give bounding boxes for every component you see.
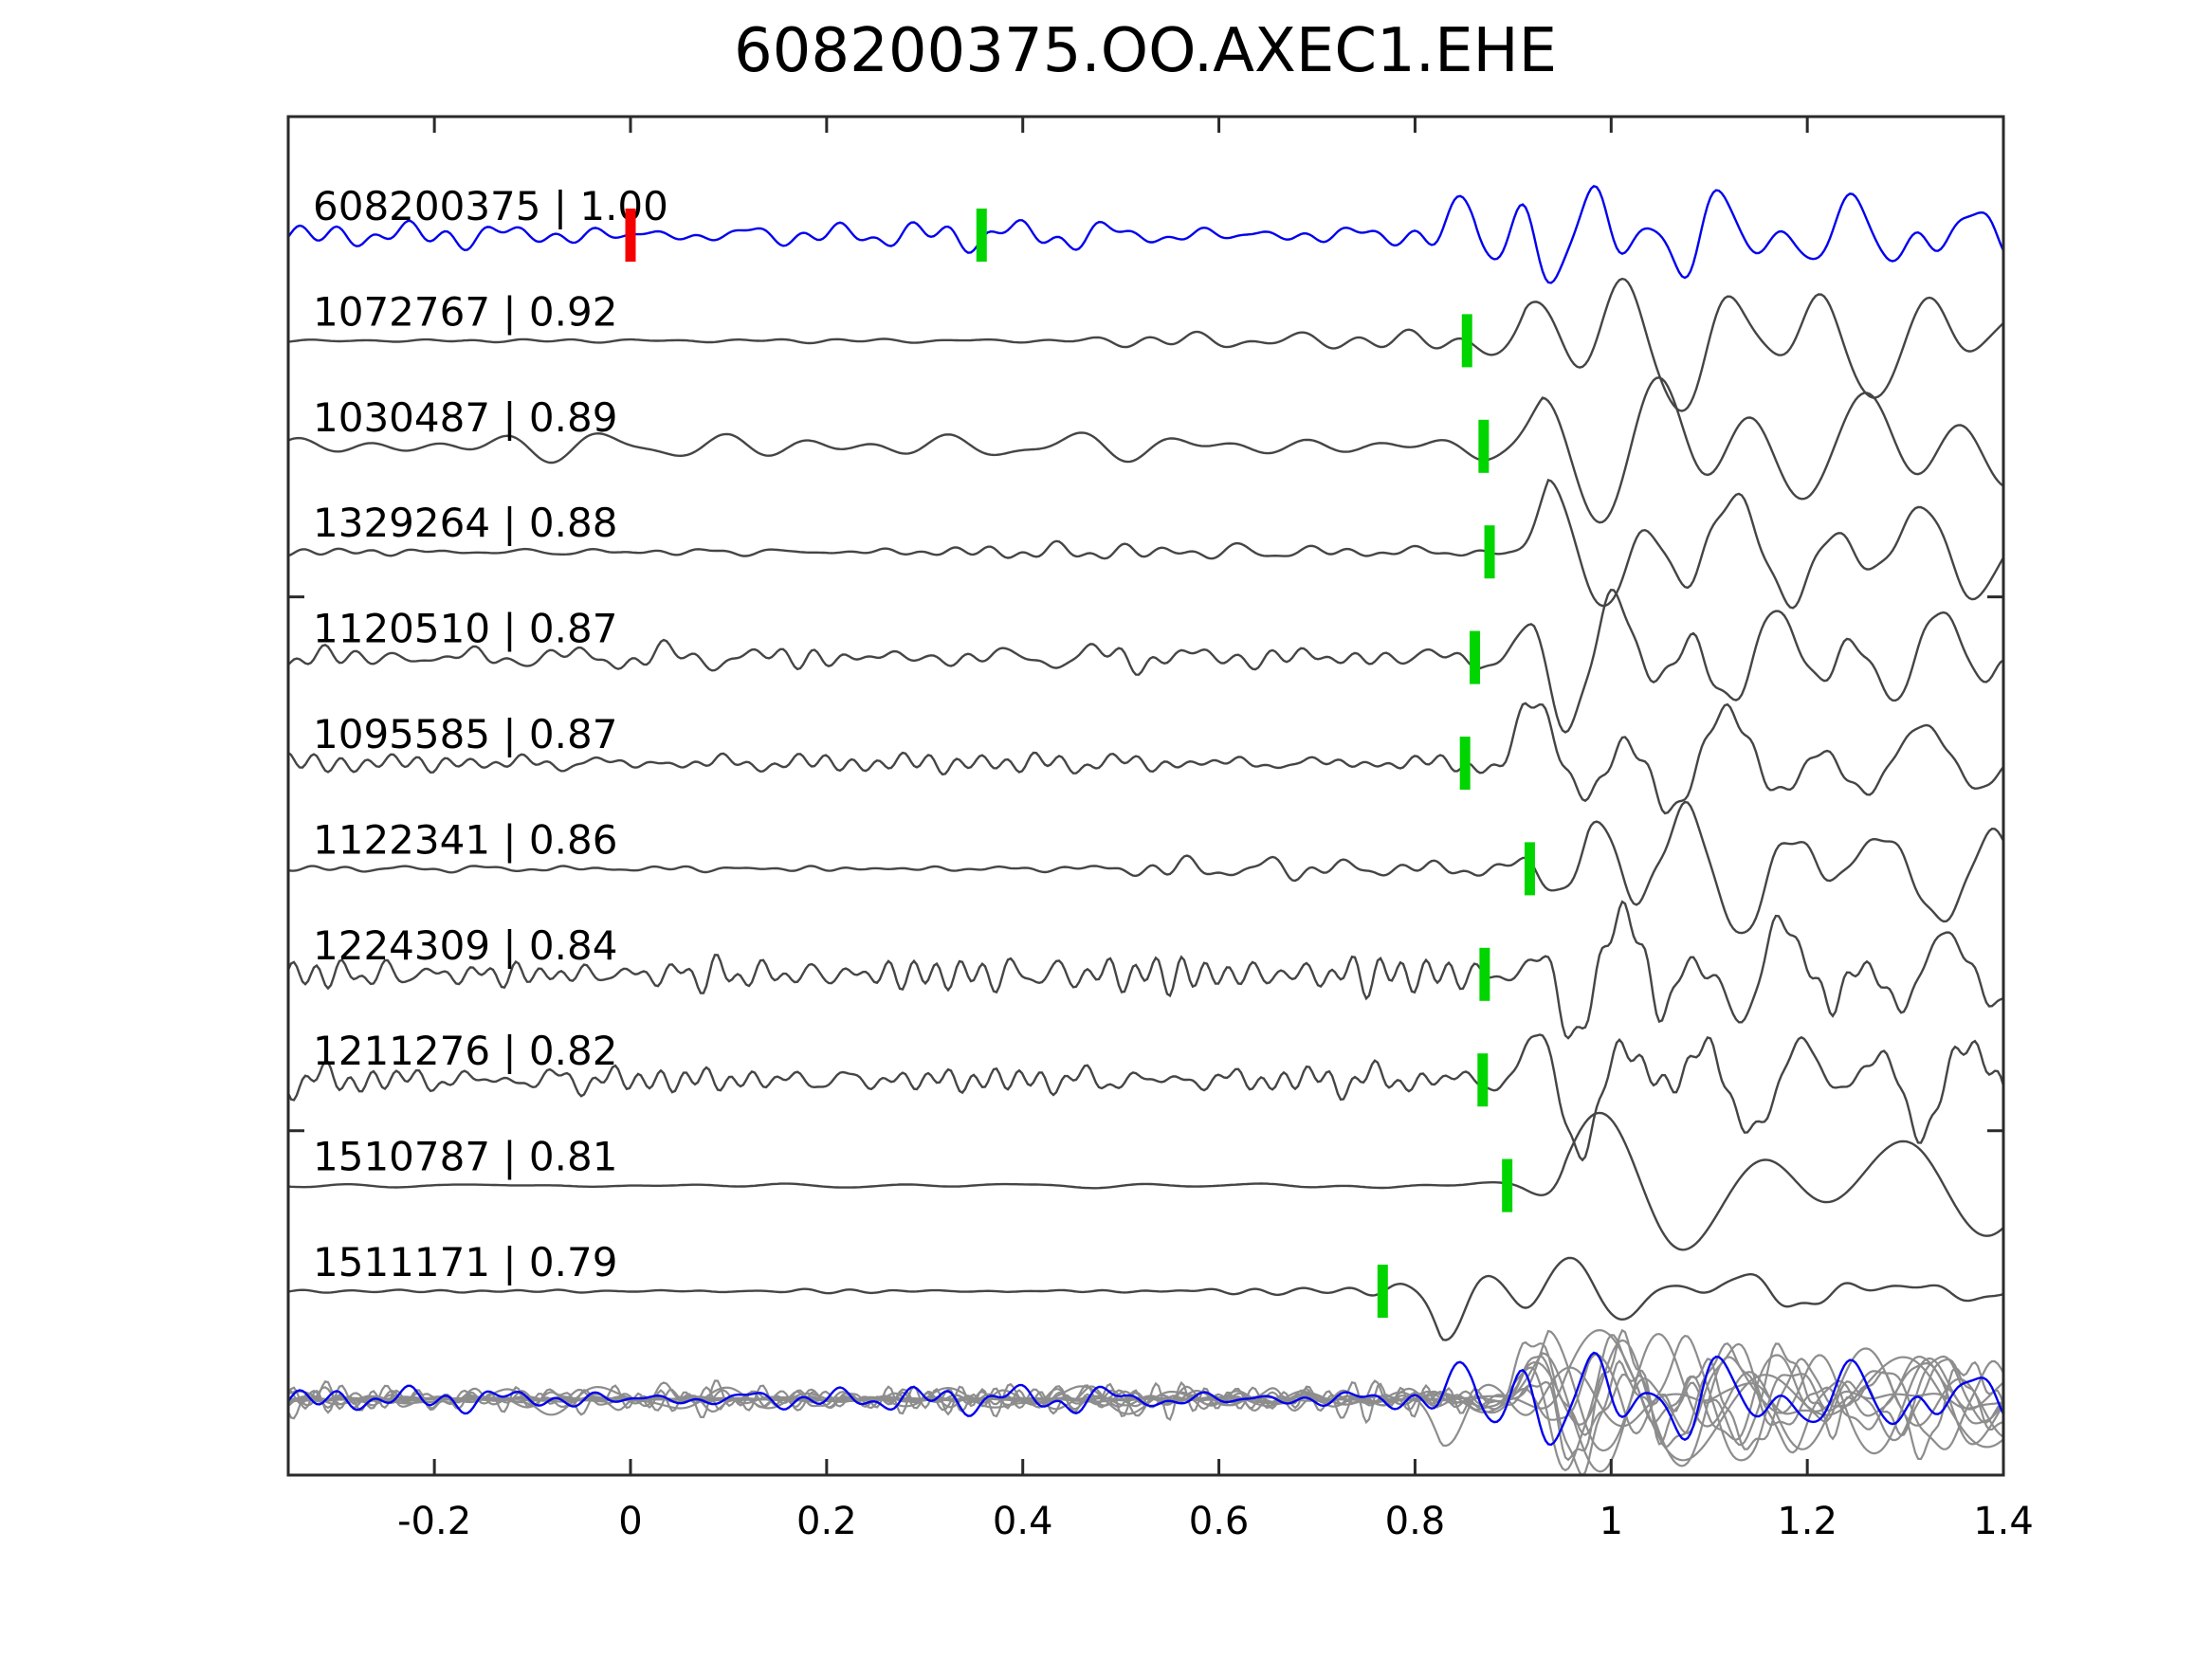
pick-marker: [1478, 419, 1490, 473]
trace-lines-group: [288, 185, 2003, 1341]
pick-marker: [1459, 737, 1471, 790]
pick-marker: [1479, 947, 1490, 1001]
match-trace-line: [288, 900, 2003, 1040]
overlay-match-trace-line: [288, 1339, 2003, 1468]
trace-label: 608200375 | 1.00: [313, 183, 668, 229]
x-tick-label: 0.6: [1189, 1500, 1250, 1543]
trace-label: 1224309 | 0.84: [313, 922, 617, 969]
trace-label: 1030487 | 0.89: [313, 394, 617, 441]
pick-markers-group: [625, 209, 1535, 1318]
x-tick-label: 1.2: [1777, 1500, 1837, 1543]
x-tick-label: -0.2: [397, 1500, 471, 1543]
plot-border: [286, 115, 2005, 1477]
match-trace-line: [288, 1033, 2003, 1162]
axes-group: -0.2 0 0.2 0.4 0.6 0.8 1 1.2 1.4: [286, 115, 2034, 1543]
pick-marker: [1377, 1265, 1388, 1318]
x-tick-label: 0.2: [796, 1500, 857, 1543]
trace-label: 1072767 | 0.92: [313, 288, 617, 335]
overlay-reference-trace-line: [288, 1351, 2003, 1447]
match-trace-line: [288, 702, 2003, 815]
trace-label: 1329264 | 0.88: [313, 500, 617, 546]
x-tick-label: 0.8: [1385, 1500, 1446, 1543]
trace-label: 1095585 | 0.87: [313, 711, 617, 757]
pick-marker: [1502, 1158, 1513, 1212]
trace-label: 1510787 | 0.81: [313, 1134, 617, 1180]
trace-label: 1511171 | 0.79: [313, 1239, 617, 1285]
reference-trace-line: [288, 185, 2003, 284]
chart-title: 608200375.OO.AXEC1.EHE: [734, 16, 1557, 86]
x-tick-label: 1: [1600, 1500, 1623, 1543]
pick-marker: [1477, 1053, 1489, 1107]
trace-label: 1120510 | 0.87: [313, 606, 617, 652]
overlay-traces-group: [288, 1328, 2003, 1475]
reference-pick-marker: [625, 209, 636, 262]
x-tick-label: 1.4: [1973, 1500, 2034, 1543]
match-trace-line: [288, 1111, 2003, 1251]
match-trace-line: [288, 1256, 2003, 1341]
match-trace-line: [288, 800, 2003, 935]
trace-label: 1122341 | 0.86: [313, 816, 617, 863]
trace-label: 1211276 | 0.82: [313, 1028, 617, 1074]
pick-marker: [1470, 630, 1481, 684]
x-tick-label: 0.4: [993, 1500, 1053, 1543]
match-trace-line: [288, 277, 2003, 412]
pick-marker: [1524, 842, 1535, 896]
pick-marker: [1461, 314, 1472, 368]
match-trace-line: [288, 376, 2003, 524]
pick-marker: [1484, 525, 1495, 579]
trace-labels-group: 608200375 | 1.00 1072767 | 0.92 1030487 | …: [313, 183, 668, 1285]
match-trace-line: [288, 589, 2003, 734]
pick-marker: [976, 209, 987, 262]
x-tick-label: 0: [618, 1500, 642, 1543]
match-trace-line: [288, 478, 2003, 610]
